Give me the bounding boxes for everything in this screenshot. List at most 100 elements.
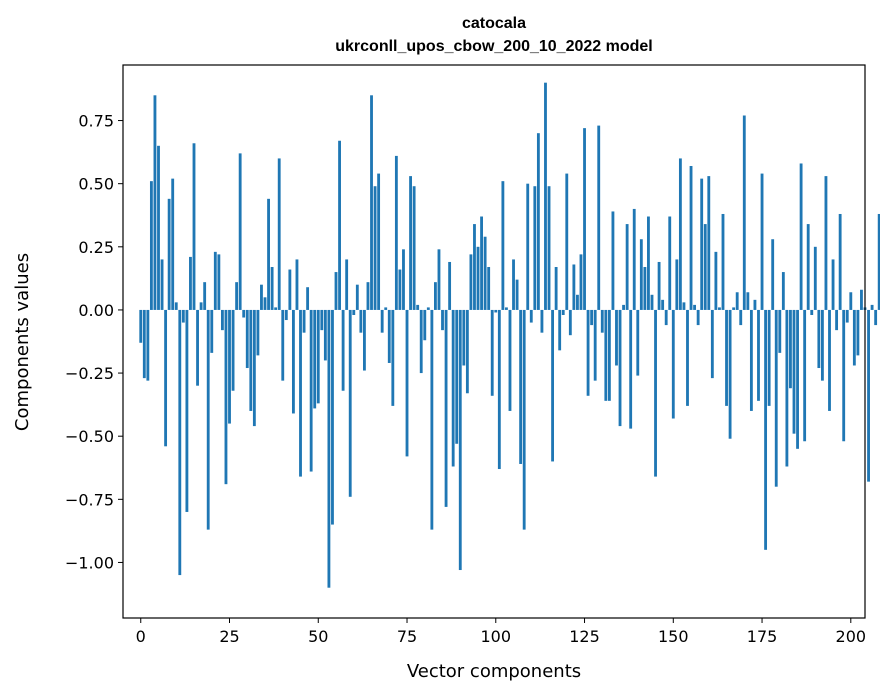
bar bbox=[757, 309, 760, 401]
bar bbox=[561, 309, 565, 315]
bar bbox=[270, 267, 274, 310]
bar bbox=[448, 261, 452, 310]
chart-title: catocala bbox=[462, 15, 526, 32]
bar bbox=[781, 272, 785, 310]
bar bbox=[164, 309, 168, 447]
bar bbox=[373, 186, 377, 310]
bar bbox=[785, 309, 789, 467]
bar bbox=[505, 307, 508, 310]
bar bbox=[224, 309, 228, 485]
bar bbox=[682, 302, 686, 310]
bar bbox=[721, 213, 725, 310]
bar bbox=[544, 82, 547, 310]
bar bbox=[288, 269, 292, 310]
bar bbox=[462, 309, 466, 366]
bar bbox=[540, 309, 544, 333]
bar bbox=[583, 128, 586, 310]
bar bbox=[480, 216, 483, 310]
bar bbox=[320, 309, 324, 331]
bar bbox=[363, 309, 366, 371]
bar bbox=[306, 287, 310, 310]
x-tick-label: 125 bbox=[569, 627, 600, 646]
x-tick-label: 100 bbox=[481, 627, 512, 646]
bar bbox=[245, 309, 249, 369]
bar bbox=[341, 309, 345, 391]
bar bbox=[618, 309, 622, 427]
bar bbox=[487, 267, 491, 310]
y-tick-label: −0.75 bbox=[65, 490, 114, 509]
bar bbox=[668, 216, 672, 310]
bar bbox=[732, 307, 736, 310]
bar bbox=[572, 264, 576, 310]
bar bbox=[845, 309, 849, 323]
bar bbox=[316, 309, 320, 404]
bar bbox=[309, 309, 313, 472]
bar bbox=[149, 181, 153, 310]
bar bbox=[718, 307, 721, 310]
bar bbox=[490, 309, 494, 396]
bar bbox=[728, 309, 732, 439]
bar bbox=[586, 309, 590, 396]
y-tick-label: −1.00 bbox=[65, 553, 114, 572]
bar bbox=[519, 309, 523, 464]
bar bbox=[764, 309, 768, 550]
bar bbox=[398, 269, 402, 310]
bar bbox=[153, 95, 157, 310]
y-tick-label: −0.50 bbox=[65, 427, 114, 446]
bar bbox=[806, 224, 810, 310]
bar bbox=[444, 309, 448, 507]
bar bbox=[842, 309, 846, 442]
bar bbox=[796, 309, 799, 449]
bar bbox=[707, 176, 711, 310]
bar bbox=[536, 133, 540, 310]
y-axis: −1.00 −0.75 −0.50 −0.25 0.00 0.25 0.50 0.75 bbox=[65, 112, 123, 572]
bar bbox=[615, 309, 618, 366]
y-tick-label: −0.25 bbox=[65, 364, 114, 383]
bar bbox=[377, 173, 381, 310]
bar bbox=[849, 292, 853, 310]
bar bbox=[323, 309, 327, 361]
bar bbox=[576, 294, 579, 310]
bar bbox=[370, 95, 373, 310]
bar bbox=[622, 304, 625, 310]
bar bbox=[725, 309, 728, 406]
bar bbox=[838, 213, 842, 310]
bar bbox=[629, 309, 633, 429]
chart-subtitle: ukrconll_upos_cbow_200_10_2022 model bbox=[335, 38, 652, 55]
bar bbox=[554, 267, 558, 310]
bar bbox=[700, 178, 704, 310]
bar bbox=[249, 309, 253, 411]
y-tick-label: 0.25 bbox=[78, 238, 114, 257]
bar bbox=[820, 309, 824, 381]
bar bbox=[803, 309, 807, 442]
bar bbox=[412, 186, 416, 310]
bar bbox=[647, 216, 650, 310]
bar-series bbox=[139, 82, 880, 588]
bar bbox=[657, 261, 661, 310]
x-axis-label: Vector components bbox=[407, 661, 581, 682]
bar bbox=[547, 186, 551, 310]
bar bbox=[639, 239, 643, 310]
bar bbox=[522, 309, 526, 530]
bar bbox=[366, 282, 370, 310]
bar bbox=[291, 309, 295, 414]
bar bbox=[220, 309, 224, 331]
x-tick-label: 25 bbox=[219, 627, 239, 646]
bar bbox=[441, 309, 444, 331]
bar bbox=[355, 284, 359, 310]
bar bbox=[185, 309, 189, 512]
bar bbox=[345, 259, 349, 310]
x-tick-label: 50 bbox=[308, 627, 328, 646]
bar bbox=[870, 304, 874, 310]
bar bbox=[604, 309, 608, 401]
bar bbox=[473, 224, 476, 310]
bar bbox=[799, 163, 803, 310]
bar bbox=[867, 309, 870, 482]
bar bbox=[451, 309, 455, 467]
bar bbox=[419, 309, 423, 374]
bar bbox=[391, 309, 395, 406]
bar bbox=[778, 309, 782, 353]
bar bbox=[295, 259, 299, 310]
bar bbox=[568, 309, 572, 336]
bar bbox=[607, 309, 611, 401]
